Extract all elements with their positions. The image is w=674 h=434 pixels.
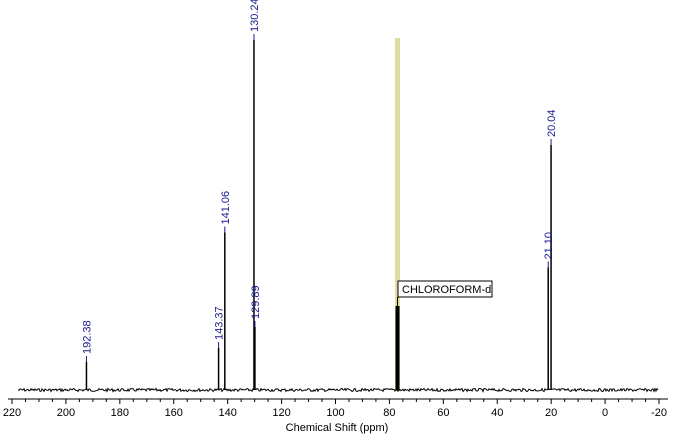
x-tick-label-10: 20 [545, 407, 557, 419]
x-tick-label-5: 120 [272, 407, 290, 419]
solvent-callout: CHLOROFORM-d [397, 280, 493, 308]
peak-label-2: 141.06 [220, 191, 232, 225]
peak-label-4: 129.89 [250, 285, 262, 319]
x-axis-label: Chemical Shift (ppm) [286, 422, 389, 434]
spectrum-layer [17, 40, 659, 393]
x-tick-label-7: 80 [383, 407, 395, 419]
x-tick-label-1: 200 [57, 407, 75, 419]
peak-label-0: 192.38 [81, 320, 93, 354]
x-tick-label-12: -20 [651, 407, 667, 419]
x-axis-ticks: 220 200 180 160 140 120 100 80 60 40 20 0 -20 [3, 399, 667, 419]
x-tick-label-11: 0 [602, 407, 608, 419]
x-tick-label-4: 140 [218, 407, 236, 419]
peak-label-1: 143.37 [214, 306, 226, 340]
peak-label-3: 130.24 [249, 0, 261, 32]
x-tick-label-8: 60 [437, 407, 449, 419]
solvent-label-box [397, 280, 493, 298]
x-tick-label-9: 40 [491, 407, 503, 419]
peak-label-6: 21.10 [543, 232, 555, 260]
solvent-highlight-band [395, 38, 401, 391]
spectrum-baseline [17, 387, 659, 393]
peak-label-layer: 192.38 143.37 141.06 130.24 129.89 21.10 20.04 [81, 0, 558, 362]
x-tick-label-0: 220 [3, 407, 21, 419]
x-tick-label-2: 180 [111, 407, 129, 419]
solvent-label: CHLOROFORM-d [402, 284, 491, 296]
peak-label-7: 20.04 [546, 109, 558, 137]
x-tick-label-3: 160 [165, 407, 183, 419]
x-tick-label-6: 100 [326, 407, 344, 419]
